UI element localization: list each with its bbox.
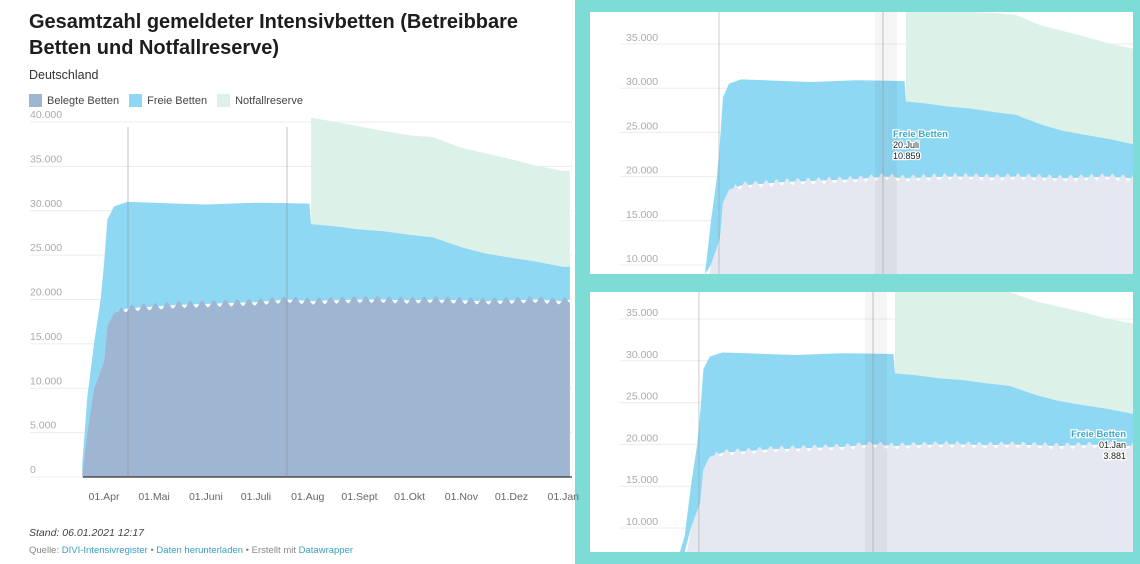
y-tick-label: 35.000 bbox=[30, 153, 62, 165]
y-tick-label: 15.000 bbox=[30, 331, 62, 343]
y-tick-label: 20.000 bbox=[30, 287, 62, 299]
y-tick-label: 15.000 bbox=[626, 209, 658, 221]
x-tick-label: 01.Sept bbox=[341, 491, 377, 503]
area-belegte-betten bbox=[700, 173, 1133, 274]
legend-swatch bbox=[129, 94, 143, 107]
legend-swatch bbox=[29, 94, 42, 107]
hover-band bbox=[865, 292, 887, 552]
source-prefix: Quelle: bbox=[29, 545, 62, 556]
timestamp: Stand: 06.01.2021 12:17 bbox=[29, 527, 145, 539]
chart-title: Gesamtzahl gemeldeter Intensivbetten (Be… bbox=[29, 11, 519, 59]
legend: Belegte Betten Freie Betten Notfallreser… bbox=[29, 94, 303, 107]
y-tick-label: 10.000 bbox=[626, 516, 658, 528]
y-tick-label: 30.000 bbox=[30, 198, 62, 210]
y-tick-label: 10.000 bbox=[626, 253, 658, 265]
x-tick-label: 01.Nov bbox=[445, 491, 479, 503]
legend-swatch bbox=[217, 94, 231, 107]
chart-subtitle: Deutschland bbox=[29, 68, 99, 82]
y-tick-label: 35.000 bbox=[626, 307, 658, 319]
detail-panel-2: 10.000 15.000 20.000 25.000 30.000 35.000 Frei… bbox=[620, 292, 1133, 552]
area-notfallreserve bbox=[311, 117, 570, 267]
datawrapper-link[interactable]: Datawrapper bbox=[298, 545, 354, 556]
y-tick-label: 20.000 bbox=[626, 432, 658, 444]
area-notfallreserve bbox=[895, 292, 1133, 414]
x-tick-label: 01.Aug bbox=[291, 491, 324, 503]
y-tick-label: 25.000 bbox=[626, 120, 658, 132]
y-tick-label: 10.000 bbox=[30, 375, 62, 387]
area-belegte-betten bbox=[82, 296, 570, 477]
separator: • bbox=[147, 545, 157, 556]
area-freie-betten bbox=[82, 201, 570, 473]
x-tick-label: 01.Mai bbox=[138, 491, 170, 503]
area-freie-betten bbox=[679, 352, 1133, 552]
tooltip-date: 20.Juli bbox=[893, 140, 919, 150]
legend-item-notfall: Notfallreserve bbox=[217, 94, 303, 107]
x-tick-label: 01.Jan bbox=[547, 491, 579, 503]
y-tick-label: 5.000 bbox=[30, 420, 56, 432]
legend-item-belegt: Belegte Betten bbox=[29, 94, 119, 107]
hover-band bbox=[875, 12, 897, 274]
x-tick-label: 01.Apr bbox=[89, 491, 120, 503]
area-notfallreserve bbox=[906, 12, 1133, 145]
y-tick-label: 15.000 bbox=[626, 474, 658, 486]
y-tick-label: 0 bbox=[30, 464, 36, 476]
x-tick-label: 01.Juli bbox=[241, 491, 271, 503]
detail-panel-1: 10.000 15.000 20.000 25.000 30.000 35.000 Frei… bbox=[620, 12, 1133, 274]
legend-label: Belegte Betten bbox=[47, 94, 120, 107]
x-tick-label: 01.Dez bbox=[495, 491, 528, 503]
tooltip-series: Freie Betten bbox=[1071, 429, 1126, 440]
legend-label: Freie Betten bbox=[147, 94, 208, 107]
area-belegte-betten bbox=[679, 441, 1133, 552]
y-tick-label: 40.000 bbox=[30, 109, 62, 121]
main-chart bbox=[82, 117, 570, 477]
tooltip-value: 10.859 bbox=[893, 151, 921, 161]
x-tick-label: 01.Juni bbox=[189, 491, 223, 503]
made-with: • Erstellt mit bbox=[243, 545, 299, 556]
y-tick-label: 35.000 bbox=[626, 32, 658, 44]
source-link[interactable]: DIVI-Intensivregister bbox=[61, 545, 148, 556]
y-tick-label: 30.000 bbox=[626, 76, 658, 88]
x-tick-label: 01.Okt bbox=[394, 491, 425, 503]
source-line: Quelle: DIVI-Intensivregister • Daten he… bbox=[29, 545, 353, 556]
y-tick-label: 25.000 bbox=[626, 391, 658, 403]
download-link[interactable]: Daten herunterladen bbox=[156, 545, 244, 556]
y-tick-label: 30.000 bbox=[626, 349, 658, 361]
y-tick-label: 25.000 bbox=[30, 242, 62, 254]
area-freie-betten bbox=[700, 79, 1133, 274]
tooltip-date: 01.Jan bbox=[1099, 440, 1126, 450]
y-tick-label: 20.000 bbox=[626, 165, 658, 177]
tooltip-series: Freie Betten bbox=[893, 129, 948, 140]
legend-item-frei: Freie Betten bbox=[129, 94, 207, 107]
legend-label: Notfallreserve bbox=[235, 94, 303, 107]
tooltip-value: 3.881 bbox=[1103, 451, 1126, 461]
